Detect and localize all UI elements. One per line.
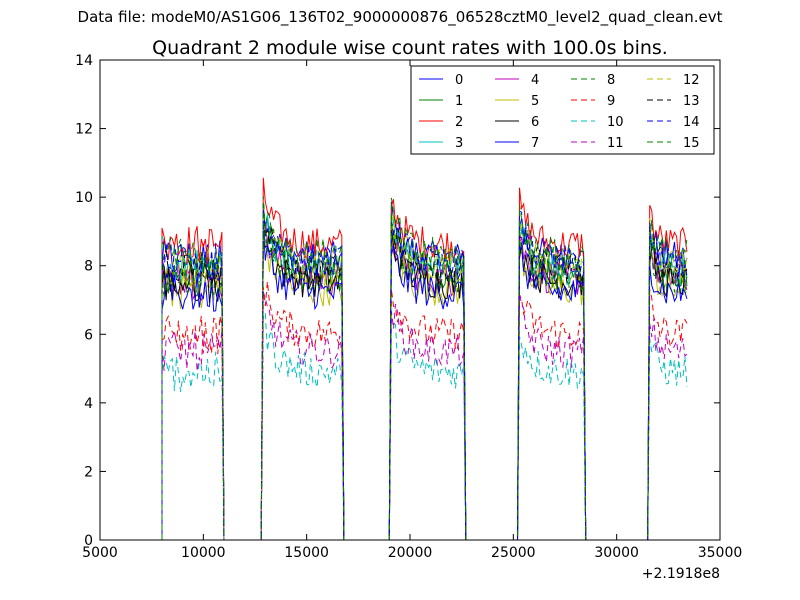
series-line-5: [161, 235, 688, 541]
y-tick-label: 8: [84, 259, 93, 275]
x-tick-label: 35000: [698, 545, 743, 561]
legend-label-7: 7: [531, 136, 539, 151]
legend-label-3: 3: [455, 136, 463, 151]
y-tick-label: 2: [84, 464, 93, 480]
series-line-10: [161, 312, 688, 541]
x-tick-label: 15000: [284, 545, 329, 561]
y-tick-label: 14: [75, 53, 93, 69]
series-line-7: [161, 224, 688, 541]
chart-title: Quadrant 2 module wise count rates with …: [152, 37, 668, 59]
plot-lines: [161, 177, 688, 541]
series-line-14: [161, 208, 688, 541]
legend-label-10: 10: [607, 115, 624, 130]
x-axis-offset-label: +2.1918e8: [642, 566, 720, 582]
y-tick-label: 6: [84, 327, 93, 343]
legend-label-13: 13: [683, 94, 700, 109]
x-tick-label: 30000: [594, 545, 639, 561]
x-tick-label: 25000: [491, 545, 536, 561]
series-line-8: [161, 214, 688, 541]
series-line-2: [161, 177, 688, 541]
legend-label-0: 0: [455, 73, 463, 88]
x-tick-label: 5000: [82, 545, 118, 561]
y-tick-label: 4: [84, 396, 93, 412]
figure-suptitle: Data file: modeM0/AS1G06_136T02_90000008…: [77, 8, 723, 26]
legend-label-5: 5: [531, 94, 539, 109]
x-tick-label: 20000: [388, 545, 433, 561]
legend-label-4: 4: [531, 73, 539, 88]
series-line-6: [161, 229, 688, 541]
series-line-11: [161, 291, 688, 541]
x-tick-label: 10000: [181, 545, 226, 561]
y-tick-label: 10: [75, 190, 93, 206]
legend-label-15: 15: [683, 136, 700, 151]
y-tick-label: 12: [75, 122, 93, 138]
legend-label-14: 14: [683, 115, 700, 130]
series-line-15: [161, 195, 688, 541]
axis-ticks: 5000 10000 15000 20000 25000 30000 35000 0 2 4 6 8 1…: [75, 53, 742, 561]
legend-label-8: 8: [607, 73, 615, 88]
legend-label-9: 9: [607, 94, 615, 109]
legend-label-6: 6: [531, 115, 539, 130]
series-line-9: [161, 281, 688, 541]
legend-label-12: 12: [683, 73, 700, 88]
y-tick-label: 0: [84, 533, 93, 549]
legend-label-11: 11: [607, 136, 624, 151]
legend-label-1: 1: [455, 94, 463, 109]
legend-box: [410, 65, 715, 155]
legend-label-2: 2: [455, 115, 463, 130]
series-line-13: [161, 203, 688, 541]
